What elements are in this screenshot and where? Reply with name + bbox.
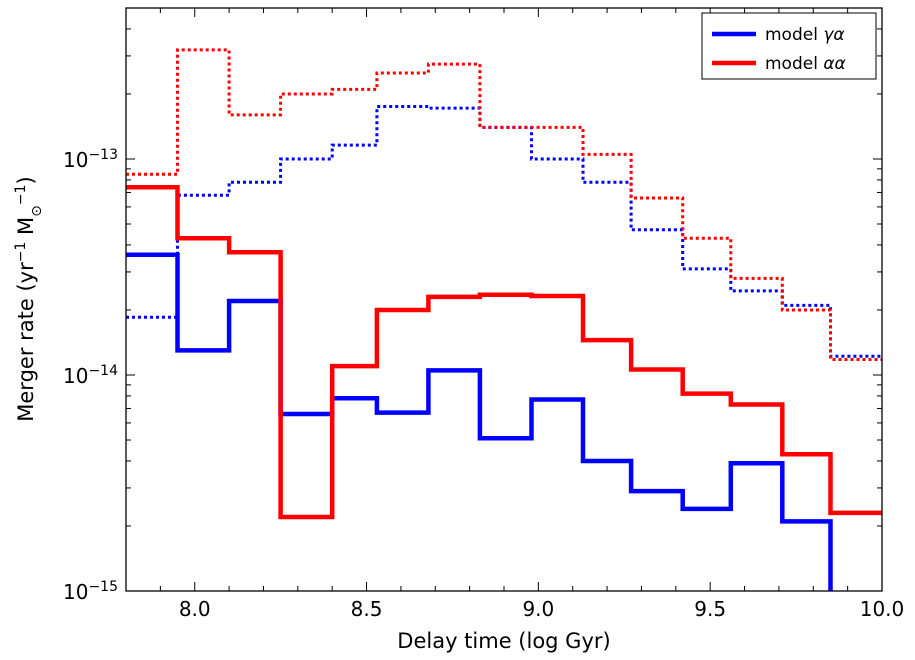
x-tick-label: 10.0 <box>860 597 905 621</box>
x-tick-label: 8.0 <box>179 597 211 621</box>
legend-math: γα <box>823 25 844 45</box>
y-axis-label-exp: −1 <box>13 242 29 263</box>
y-axis-label-close: ) <box>14 176 38 184</box>
legend: model γα model αα <box>701 12 877 80</box>
legend-prefix: model <box>765 25 823 45</box>
series-layer <box>126 48 882 591</box>
y-tick-label: 10−15 <box>63 579 118 604</box>
legend-label-gamma-alpha: model γα <box>765 25 845 45</box>
x-tick-label: 8.5 <box>351 597 383 621</box>
legend-prefix: model <box>765 54 823 74</box>
y-axis-label-main: Merger rate (yr <box>14 262 38 422</box>
x-axis-label: Delay time (log Gyr) <box>397 629 610 653</box>
y-axis-label-exp2: −1 <box>13 184 29 205</box>
x-tick-label: 9.0 <box>522 597 554 621</box>
y-axis-label-mass: M <box>14 217 38 242</box>
ticks-layer: 8.0 8.5 9.0 9.5 10.0 10−15 10−14 10−13 <box>63 7 905 621</box>
series-dotted-alpha-alpha <box>126 48 882 361</box>
y-axis-label-sun: ⊙ <box>29 205 45 217</box>
legend-box <box>701 12 877 80</box>
series-dotted-gamma-alpha <box>126 105 882 358</box>
legend-label-alpha-alpha: model αα <box>765 54 846 74</box>
x-tick-label: 9.5 <box>694 597 726 621</box>
y-tick-label: 10−13 <box>63 147 118 172</box>
series-solid-gamma-alpha <box>126 252 833 591</box>
y-axis-label: Merger rate (yr−1 M⊙−1) <box>13 176 45 421</box>
y-tick-label: 10−14 <box>63 363 118 388</box>
legend-math: αα <box>823 54 845 74</box>
series-solid-alpha-alpha <box>126 184 882 520</box>
